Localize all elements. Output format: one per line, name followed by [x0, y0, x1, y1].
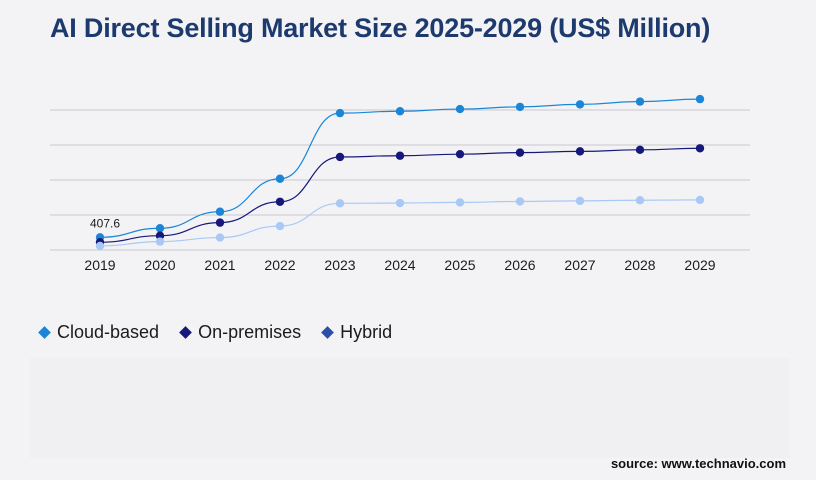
legend-marker-icon: [38, 326, 51, 339]
data-point-cloud-based: [635, 97, 645, 106]
x-tick-label: 2028: [624, 257, 655, 273]
legend-marker-icon: [179, 326, 192, 339]
data-point-on-premises: [635, 145, 645, 155]
data-point-on-premises: [695, 144, 705, 153]
data-point-on-premises: [575, 147, 585, 156]
data-point-cloud-based: [695, 94, 705, 104]
source-text: source: www.technavio.com: [610, 456, 786, 471]
data-point-on-premises: [215, 218, 225, 227]
legend-item: On-premises: [179, 322, 302, 343]
data-point-on-premises: [395, 151, 405, 160]
grid-lines: [50, 109, 750, 251]
series-line-cloud-based: [99, 98, 701, 238]
legend-marker-icon: [321, 326, 334, 339]
data-point-on-premises: [455, 149, 465, 159]
series-lines: [95, 94, 705, 251]
data-point-hybrid: [335, 199, 345, 208]
data-point-cloud-based: [395, 107, 405, 116]
data-point-cloud-based: [335, 108, 345, 118]
data-point-hybrid: [455, 198, 465, 207]
data-point-cloud-based: [575, 100, 585, 109]
series-line-hybrid: [99, 199, 701, 247]
x-tick-label: 2026: [504, 257, 535, 273]
legend-item: Hybrid: [321, 322, 393, 343]
data-point-on-premises: [515, 148, 525, 157]
x-tick-label: 2027: [564, 257, 595, 273]
data-labels: 407.6: [90, 216, 120, 230]
data-point-cloud-based: [455, 104, 465, 114]
data-label: 407.6: [90, 216, 120, 230]
legend: Cloud-based On-premises Hybrid: [38, 322, 393, 343]
x-tick-label: 2025: [444, 257, 475, 273]
x-tick-label: 2023: [324, 257, 355, 273]
x-tick-label: 2020: [144, 257, 175, 273]
chart-title: AI Direct Selling Market Size 2025-2029 …: [50, 13, 711, 43]
x-tick-label: 2029: [684, 257, 715, 273]
legend-label: On-premises: [198, 322, 302, 342]
x-tick-label: 2021: [204, 257, 235, 273]
lower-panel: [30, 358, 790, 458]
data-point-hybrid: [95, 241, 105, 251]
data-point-cloud-based: [155, 224, 165, 233]
data-point-cloud-based: [215, 207, 225, 216]
x-tick-label: 2024: [384, 257, 415, 273]
data-point-on-premises: [275, 197, 285, 206]
data-point-hybrid: [395, 198, 405, 208]
data-point-hybrid: [575, 196, 585, 206]
data-point-on-premises: [335, 152, 345, 162]
data-point-hybrid: [635, 196, 645, 205]
data-point-hybrid: [155, 237, 165, 246]
data-point-cloud-based: [515, 102, 525, 112]
data-point-hybrid: [695, 195, 705, 205]
x-tick-label: 2022: [264, 257, 295, 273]
data-point-hybrid: [275, 221, 285, 231]
x-tick-label: 2019: [84, 257, 115, 273]
data-point-on-premises: [155, 231, 165, 240]
x-axis-ticks: 2019 2020 2021 2022 2023 2024 2025 2026 2027 2028…: [84, 257, 715, 273]
legend-item: Cloud-based: [38, 322, 160, 343]
legend-label: Cloud-based: [57, 322, 160, 342]
data-point-cloud-based: [275, 174, 285, 183]
series-line-on-premises: [99, 147, 701, 243]
legend-label: Hybrid: [340, 322, 393, 342]
data-point-hybrid: [215, 233, 225, 242]
data-point-hybrid: [515, 197, 525, 206]
